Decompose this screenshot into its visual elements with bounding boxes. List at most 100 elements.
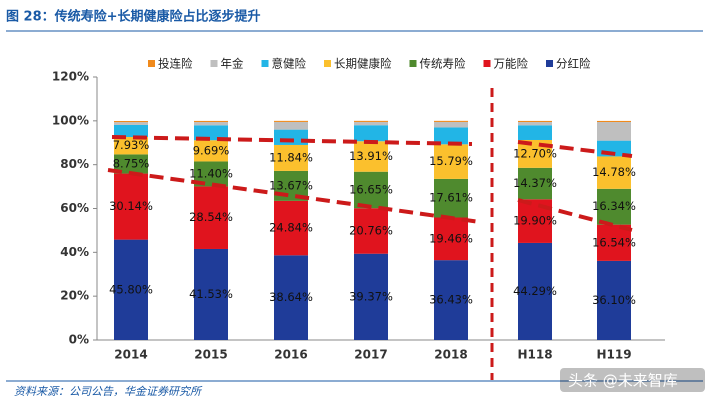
legend-label: 传统寿险: [420, 57, 466, 71]
bar-segment: [518, 125, 552, 140]
y-tick-label: 0%: [69, 333, 89, 347]
value-label: 11.84%: [269, 150, 313, 164]
legend-label: 投连险: [158, 57, 193, 71]
legend-label: 年金: [221, 57, 244, 71]
bar-segment: [194, 248, 228, 340]
value-label: 38.64%: [269, 290, 313, 304]
bar-segment: [354, 141, 388, 172]
legend-label: 分红险: [556, 57, 591, 71]
x-tick-label: 2014: [114, 348, 147, 362]
value-label: 30.14%: [109, 199, 153, 213]
value-label: 19.46%: [429, 231, 473, 245]
value-label: 16.54%: [592, 235, 636, 249]
bar-segment: [114, 239, 148, 340]
x-tick-label: 2016: [274, 348, 307, 362]
value-label: 36.43%: [429, 293, 473, 307]
bar-segment: [114, 122, 148, 125]
x-tick-label: H119: [596, 348, 631, 362]
bar-segment: [274, 255, 308, 340]
x-tick-label: H118: [517, 348, 552, 362]
value-label: 16.65%: [349, 182, 393, 196]
legend-label: 意健险: [272, 57, 307, 71]
value-label: 41.53%: [189, 287, 233, 301]
bar-segment: [597, 120, 631, 123]
legend-swatch: [324, 60, 331, 67]
value-label: 24.84%: [269, 221, 313, 235]
value-label: 14.37%: [513, 176, 557, 190]
value-label: 17.61%: [429, 191, 473, 205]
value-label: 20.76%: [349, 223, 393, 237]
bar-segment: [114, 137, 148, 155]
legend-swatch: [409, 60, 417, 67]
y-tick-label: 60%: [60, 201, 89, 215]
value-label: 44.29%: [513, 284, 557, 298]
value-label: 11.40%: [189, 166, 233, 180]
bar-segment: [274, 120, 308, 122]
watermark: 头条 @未来智库: [568, 372, 678, 390]
bar-segment: [274, 144, 308, 171]
bar-segment: [114, 124, 148, 138]
bar-segment: [354, 121, 388, 126]
bar-segment: [194, 120, 228, 123]
bar-segment: [434, 127, 468, 145]
bar-segment: [354, 171, 388, 209]
value-label: 45.80%: [109, 282, 153, 296]
value-label: 8.75%: [113, 156, 150, 170]
bar-segment: [597, 156, 631, 189]
source: 资料来源：公司公告，华金证券研究所: [14, 385, 203, 398]
y-tick-label: 80%: [60, 157, 89, 171]
y-tick-label: 100%: [52, 113, 89, 127]
bar-segment: [597, 260, 631, 340]
bar-segment: [434, 144, 468, 179]
bar-segment: [354, 253, 388, 340]
bar-segment: [518, 242, 552, 340]
bar-segment: [194, 186, 228, 249]
chart-title: 图 28：传统寿险+长期健康险占比逐步提升: [6, 9, 261, 25]
legend-swatch: [261, 60, 269, 67]
plot: 0% 20% 40% 60% 80% 100% 120% 2014 45.80% 30.14% 8.…: [52, 57, 665, 362]
y-tick-label: 120%: [52, 70, 89, 84]
legend-swatch: [546, 60, 553, 67]
value-label: 15.79%: [429, 154, 473, 168]
legend-swatch: [148, 60, 155, 67]
value-label: 28.54%: [189, 210, 233, 224]
value-label: 16.34%: [592, 199, 636, 213]
value-label: 13.67%: [269, 178, 313, 192]
value-label: 19.90%: [513, 214, 557, 228]
bar-segment: [194, 140, 228, 162]
value-label: 7.93%: [113, 138, 150, 152]
x-tick-label: 2018: [434, 348, 467, 362]
bar-segment: [114, 154, 148, 174]
bar-segment: [597, 188, 631, 225]
value-label: 13.91%: [349, 149, 393, 163]
watermark-bg: [560, 368, 705, 392]
trend-line: [111, 135, 473, 146]
annotations: [107, 88, 633, 380]
bar-segment: [518, 120, 552, 123]
bar-segment: [597, 224, 631, 261]
legend-swatch: [483, 60, 491, 67]
bar-segment: [194, 122, 228, 126]
y-tick-label: 40%: [60, 245, 89, 259]
value-label: 9.69%: [193, 143, 230, 157]
bar-segment: [434, 217, 468, 261]
bar-segment: [354, 120, 388, 122]
bar-segment: [354, 125, 388, 142]
bar-segment: [274, 200, 308, 256]
bar-segment: [354, 208, 388, 254]
bar-segment: [434, 121, 468, 128]
legend-label: 万能险: [494, 57, 529, 71]
value-label: 14.78%: [592, 165, 636, 179]
bar-segment: [114, 173, 148, 240]
value-label: 12.70%: [513, 146, 557, 160]
trend-line: [517, 140, 633, 158]
bar-segment: [274, 121, 308, 130]
bar-segment: [194, 125, 228, 141]
bar-segment: [518, 122, 552, 126]
value-label: 39.37%: [349, 289, 393, 303]
bar-segment: [518, 167, 552, 200]
value-label: 36.10%: [592, 293, 636, 307]
legend-label: 长期健康险: [334, 57, 392, 71]
bar-segment: [114, 121, 148, 123]
